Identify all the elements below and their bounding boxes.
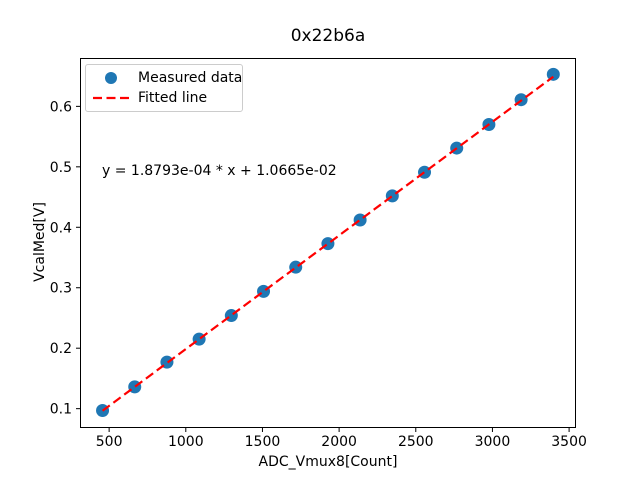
- y-tick-label: 0.5: [50, 160, 72, 176]
- x-tick-label: 1500: [245, 434, 281, 450]
- x-tick-label: 500: [96, 434, 123, 450]
- y-tick-label: 0.2: [50, 341, 72, 357]
- x-tick-label: 3000: [475, 434, 511, 450]
- data-point: [546, 67, 560, 81]
- x-tick-label: 1000: [168, 434, 204, 450]
- scatter-marker-icon: [92, 72, 130, 84]
- fitted-line: [101, 75, 554, 412]
- fit-equation-annotation: y = 1.8793e-04 * x + 1.0665e-02: [102, 163, 337, 179]
- dashed-line-icon: [92, 95, 130, 101]
- y-tick-label: 0.6: [50, 99, 72, 115]
- chart-title: 0x22b6a: [290, 26, 366, 46]
- legend-entry-fitted-line: Fitted line: [92, 88, 236, 108]
- legend: Measured data Fitted line: [85, 64, 243, 112]
- y-tick-label: 0.1: [50, 402, 72, 418]
- x-tick-label: 2500: [398, 434, 434, 450]
- x-tick-label: 2000: [321, 434, 357, 450]
- y-axis-label: VcalMed[V]: [32, 202, 48, 282]
- x-tick-label: 3500: [551, 434, 587, 450]
- legend-label: Measured data: [138, 70, 243, 86]
- legend-entry-measured-data: Measured data: [92, 68, 242, 88]
- y-tick-label: 0.3: [50, 281, 72, 297]
- y-tick-label: 0.4: [50, 220, 72, 236]
- legend-label: Fitted line: [138, 90, 208, 106]
- blue-dot-icon: [105, 72, 117, 84]
- x-axis-label: ADC_Vmux8[Count]: [258, 454, 398, 470]
